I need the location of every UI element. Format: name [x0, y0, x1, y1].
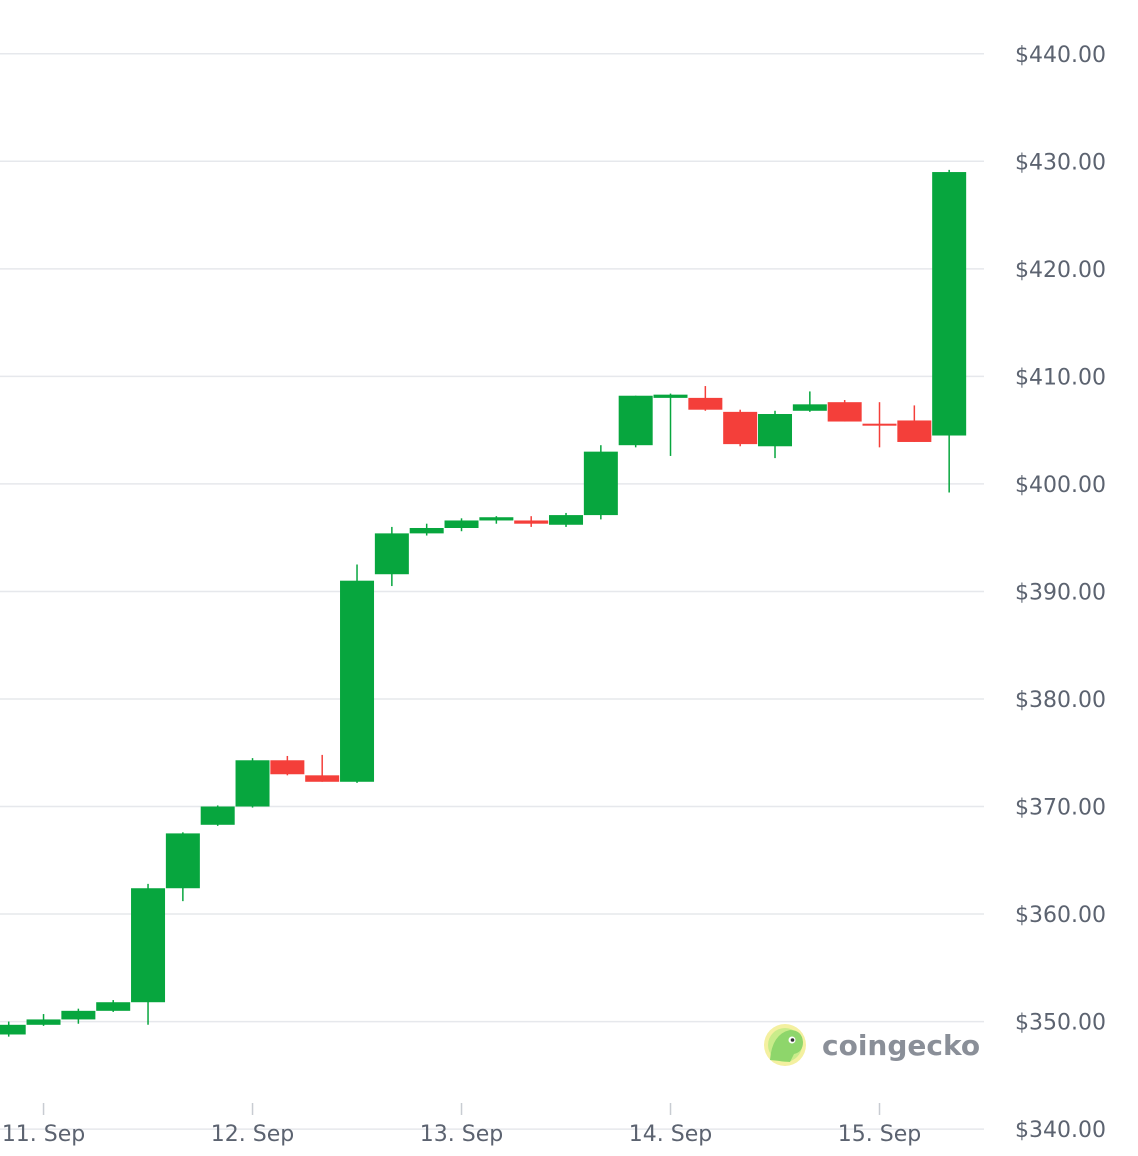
candle-up	[374, 526, 409, 587]
candle-up	[618, 395, 653, 448]
candle-up	[758, 410, 793, 459]
candle-body	[583, 451, 618, 516]
candle-up	[0, 1021, 26, 1037]
candle-body	[932, 172, 967, 436]
candle-body	[235, 760, 270, 807]
candle-body	[897, 420, 932, 442]
candle-body	[131, 888, 166, 1003]
candle-down	[270, 755, 305, 776]
candle-body	[618, 395, 653, 446]
candle-up	[26, 1014, 61, 1026]
candle-body	[444, 520, 479, 528]
x-tick-label: 13. Sep	[420, 1122, 503, 1147]
candle-up	[444, 518, 479, 532]
candle-up	[96, 1000, 131, 1012]
x-tick-label: 12. Sep	[211, 1122, 294, 1147]
candle-body	[688, 397, 723, 410]
y-tick-label: $400.00	[1015, 473, 1106, 498]
y-tick-label: $350.00	[1015, 1011, 1106, 1036]
candle-body	[305, 775, 340, 782]
candle-up	[340, 564, 375, 783]
y-tick-label: $440.00	[1015, 43, 1106, 68]
candle-body	[26, 1019, 61, 1025]
watermark-label: coingecko	[822, 1029, 980, 1062]
candle-body	[479, 517, 514, 521]
y-tick-label: $380.00	[1015, 688, 1106, 713]
candle-up	[200, 805, 235, 826]
candle-up	[479, 516, 514, 524]
candle-up	[409, 523, 444, 536]
candle-body	[653, 394, 688, 398]
x-tick-label: 11. Sep	[2, 1122, 85, 1147]
candle-body	[723, 411, 758, 445]
candle-body	[0, 1024, 26, 1035]
candle-body	[374, 533, 409, 575]
candle-up	[165, 832, 200, 902]
candle-body	[165, 833, 200, 889]
candle-body	[827, 402, 862, 422]
candle-down	[827, 400, 862, 422]
candle-up	[583, 445, 618, 520]
candle-up	[932, 169, 967, 493]
candle-down	[688, 386, 723, 411]
candle-down	[862, 402, 897, 448]
candle-body	[862, 423, 897, 426]
candle-body	[200, 806, 235, 825]
x-tick-label: 14. Sep	[629, 1122, 712, 1147]
candle-down	[514, 516, 549, 527]
y-tick-label: $370.00	[1015, 796, 1106, 821]
candle-down	[305, 754, 340, 782]
candle-body	[96, 1002, 131, 1011]
candle-down	[897, 405, 932, 442]
candle-body	[409, 527, 444, 534]
coingecko-logo-icon	[764, 1024, 806, 1066]
candles	[0, 169, 967, 1037]
candle-body	[758, 414, 793, 447]
candle-body	[340, 580, 375, 782]
y-tick-label: $410.00	[1015, 365, 1106, 390]
y-axis: $340.00 $350.00 $360.00 $370.00 $380.00 $390.…	[1015, 43, 1106, 1143]
candle-up	[235, 758, 270, 808]
y-tick-label: $340.00	[1015, 1118, 1106, 1143]
candle-body	[270, 760, 305, 775]
candle-up	[61, 1008, 96, 1024]
y-tick-label: $420.00	[1015, 258, 1106, 283]
y-tick-label: $360.00	[1015, 903, 1106, 928]
x-axis: 11. Sep 12. Sep 13. Sep 14. Sep 15. Sep	[2, 1103, 921, 1147]
candle-up	[653, 393, 688, 456]
y-tick-label: $390.00	[1015, 580, 1106, 605]
candle-body	[792, 404, 827, 411]
candle-body	[514, 520, 549, 524]
coingecko-watermark: coingecko	[764, 1024, 980, 1066]
candle-body	[61, 1010, 96, 1020]
candle-down	[723, 409, 758, 447]
candle-up	[549, 512, 584, 527]
y-tick-label: $430.00	[1015, 150, 1106, 175]
candle-up	[131, 883, 166, 1025]
candle-up	[792, 391, 827, 412]
candle-body	[549, 515, 584, 525]
x-tick-label: 15. Sep	[838, 1122, 921, 1147]
